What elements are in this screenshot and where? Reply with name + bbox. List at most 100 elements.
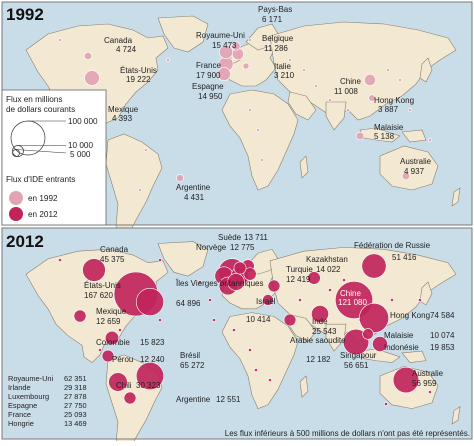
minor-flow-dot	[98, 348, 102, 352]
minor-flow-dot	[408, 108, 412, 112]
label-name: Fédération de Russie	[354, 241, 431, 250]
label-value: 3 210	[274, 71, 295, 80]
europe-table-name: Hongrie	[8, 419, 34, 428]
year-1992: 1992	[6, 5, 44, 24]
label-name: Pérou	[112, 355, 133, 364]
minor-flow-dot	[346, 108, 350, 112]
label-value: 19 222	[126, 75, 151, 84]
label-name: États-Unis	[120, 66, 157, 75]
fdi-bubble	[217, 67, 231, 81]
label-name: Canada	[100, 245, 129, 254]
label-value: 4 393	[112, 114, 133, 123]
label-name: Turquie	[286, 265, 313, 274]
bubbles-2012	[58, 253, 432, 406]
europe-table-value: 25 093	[64, 410, 87, 419]
label-value: 14 022	[316, 265, 341, 274]
fdi-bubble	[368, 94, 376, 102]
fdi-bubble	[392, 366, 420, 394]
label-name: Norvège	[196, 243, 227, 252]
minor-flow-dot	[58, 258, 62, 262]
minor-flow-dot	[328, 98, 332, 102]
label-value: 12 659	[96, 317, 121, 326]
fdi-bubble	[267, 279, 281, 293]
fdi-bubble	[233, 261, 247, 275]
fdi-bubble	[372, 336, 388, 352]
label-name: Hong Kong	[374, 96, 414, 105]
label-value: 3 887	[378, 105, 399, 114]
minor-flow-dot	[314, 84, 318, 88]
label-name: Argentine	[176, 395, 211, 404]
label-value: 74 584	[430, 311, 455, 320]
fdi-bubble	[231, 41, 241, 51]
legend: Flux en millions de dollars courants 100…	[1, 89, 107, 226]
minor-flow-dot	[212, 318, 216, 322]
label-value: 4 937	[404, 167, 425, 176]
label-name: Israël	[256, 297, 276, 306]
label-name: Chine	[340, 77, 361, 86]
fdi-bubble	[262, 294, 274, 306]
label-value: 15 823	[140, 338, 165, 347]
label-value: 12 182	[306, 355, 331, 364]
minor-flow-dot	[428, 390, 432, 394]
label-value: 45 375	[100, 255, 125, 264]
minor-flow-dot	[144, 148, 148, 152]
legend-item-2012: en 2012	[28, 210, 58, 219]
panel-2012: 2012 Canada 45 375 États-Unis 167 620 Îl…	[1, 227, 473, 446]
label-name: Mexique	[96, 307, 127, 316]
label-value: 10 074	[430, 331, 455, 340]
fdi-bubble	[401, 171, 411, 181]
label-value: 64 896	[176, 299, 201, 308]
label-name: Pays-Bas	[258, 5, 292, 14]
fdi-bubble	[101, 349, 115, 363]
label-value: 19 853	[430, 343, 455, 352]
legend-circle-small	[12, 149, 20, 157]
minor-flow-dot	[328, 288, 332, 292]
minor-flow-dot	[158, 258, 162, 262]
minor-flow-dot	[428, 138, 432, 142]
minor-flow-dot	[118, 328, 122, 332]
fdi-bubble	[355, 131, 365, 141]
minor-flow-dot	[398, 78, 402, 82]
legend-size-value: 5 000	[70, 150, 91, 159]
label-name: Chine	[340, 289, 361, 298]
minor-flow-dot	[254, 368, 258, 372]
label-name: Malaisie	[384, 331, 414, 340]
minor-flow-dot	[138, 188, 142, 192]
label-value: 51 416	[392, 253, 417, 262]
fdi-bubble	[104, 330, 120, 346]
label-name: Australie	[412, 369, 444, 378]
minor-flow-dot	[166, 58, 170, 62]
label-value: 65 272	[180, 361, 205, 370]
label-name: Inde	[312, 317, 328, 326]
europe-table-value: 13 469	[64, 419, 87, 428]
label-value: 5 138	[374, 132, 395, 141]
label-name: Indonésie	[384, 343, 419, 352]
minor-flow-dot	[288, 58, 292, 62]
label-name: Arabie saoudite	[290, 336, 346, 345]
label-name: Espagne	[192, 82, 224, 91]
minor-flow-dot	[128, 48, 132, 52]
label-value: 17 900	[196, 71, 221, 80]
minor-flow-dot	[386, 68, 390, 72]
label-name: Îles Vierges britanniques	[175, 279, 263, 288]
minor-flow-dot	[208, 298, 212, 302]
minor-flow-dot	[248, 348, 252, 352]
fdi-bubble	[108, 372, 128, 392]
legend-size-title-1: Flux en millions	[6, 95, 62, 104]
panel-frame-2012	[1, 227, 473, 440]
label-name: Brésil	[180, 351, 200, 360]
label-name: États-Unis	[84, 281, 121, 290]
minor-flow-dot	[384, 402, 388, 406]
legend-size-title-2: de dollars courants	[6, 105, 75, 114]
minor-flow-dot	[418, 298, 422, 302]
fdi-bubble	[307, 271, 321, 285]
minor-flow-dot	[260, 158, 264, 162]
legend-swatch-1992	[9, 191, 23, 205]
fdi-bubble	[73, 309, 87, 323]
europe-table-value: 62 351	[64, 374, 87, 383]
legend-size-value: 10 000	[68, 141, 93, 150]
label-name: Belgique	[262, 34, 294, 43]
label-name: Hong Kong	[390, 311, 430, 320]
minor-flow-dot	[256, 128, 260, 132]
